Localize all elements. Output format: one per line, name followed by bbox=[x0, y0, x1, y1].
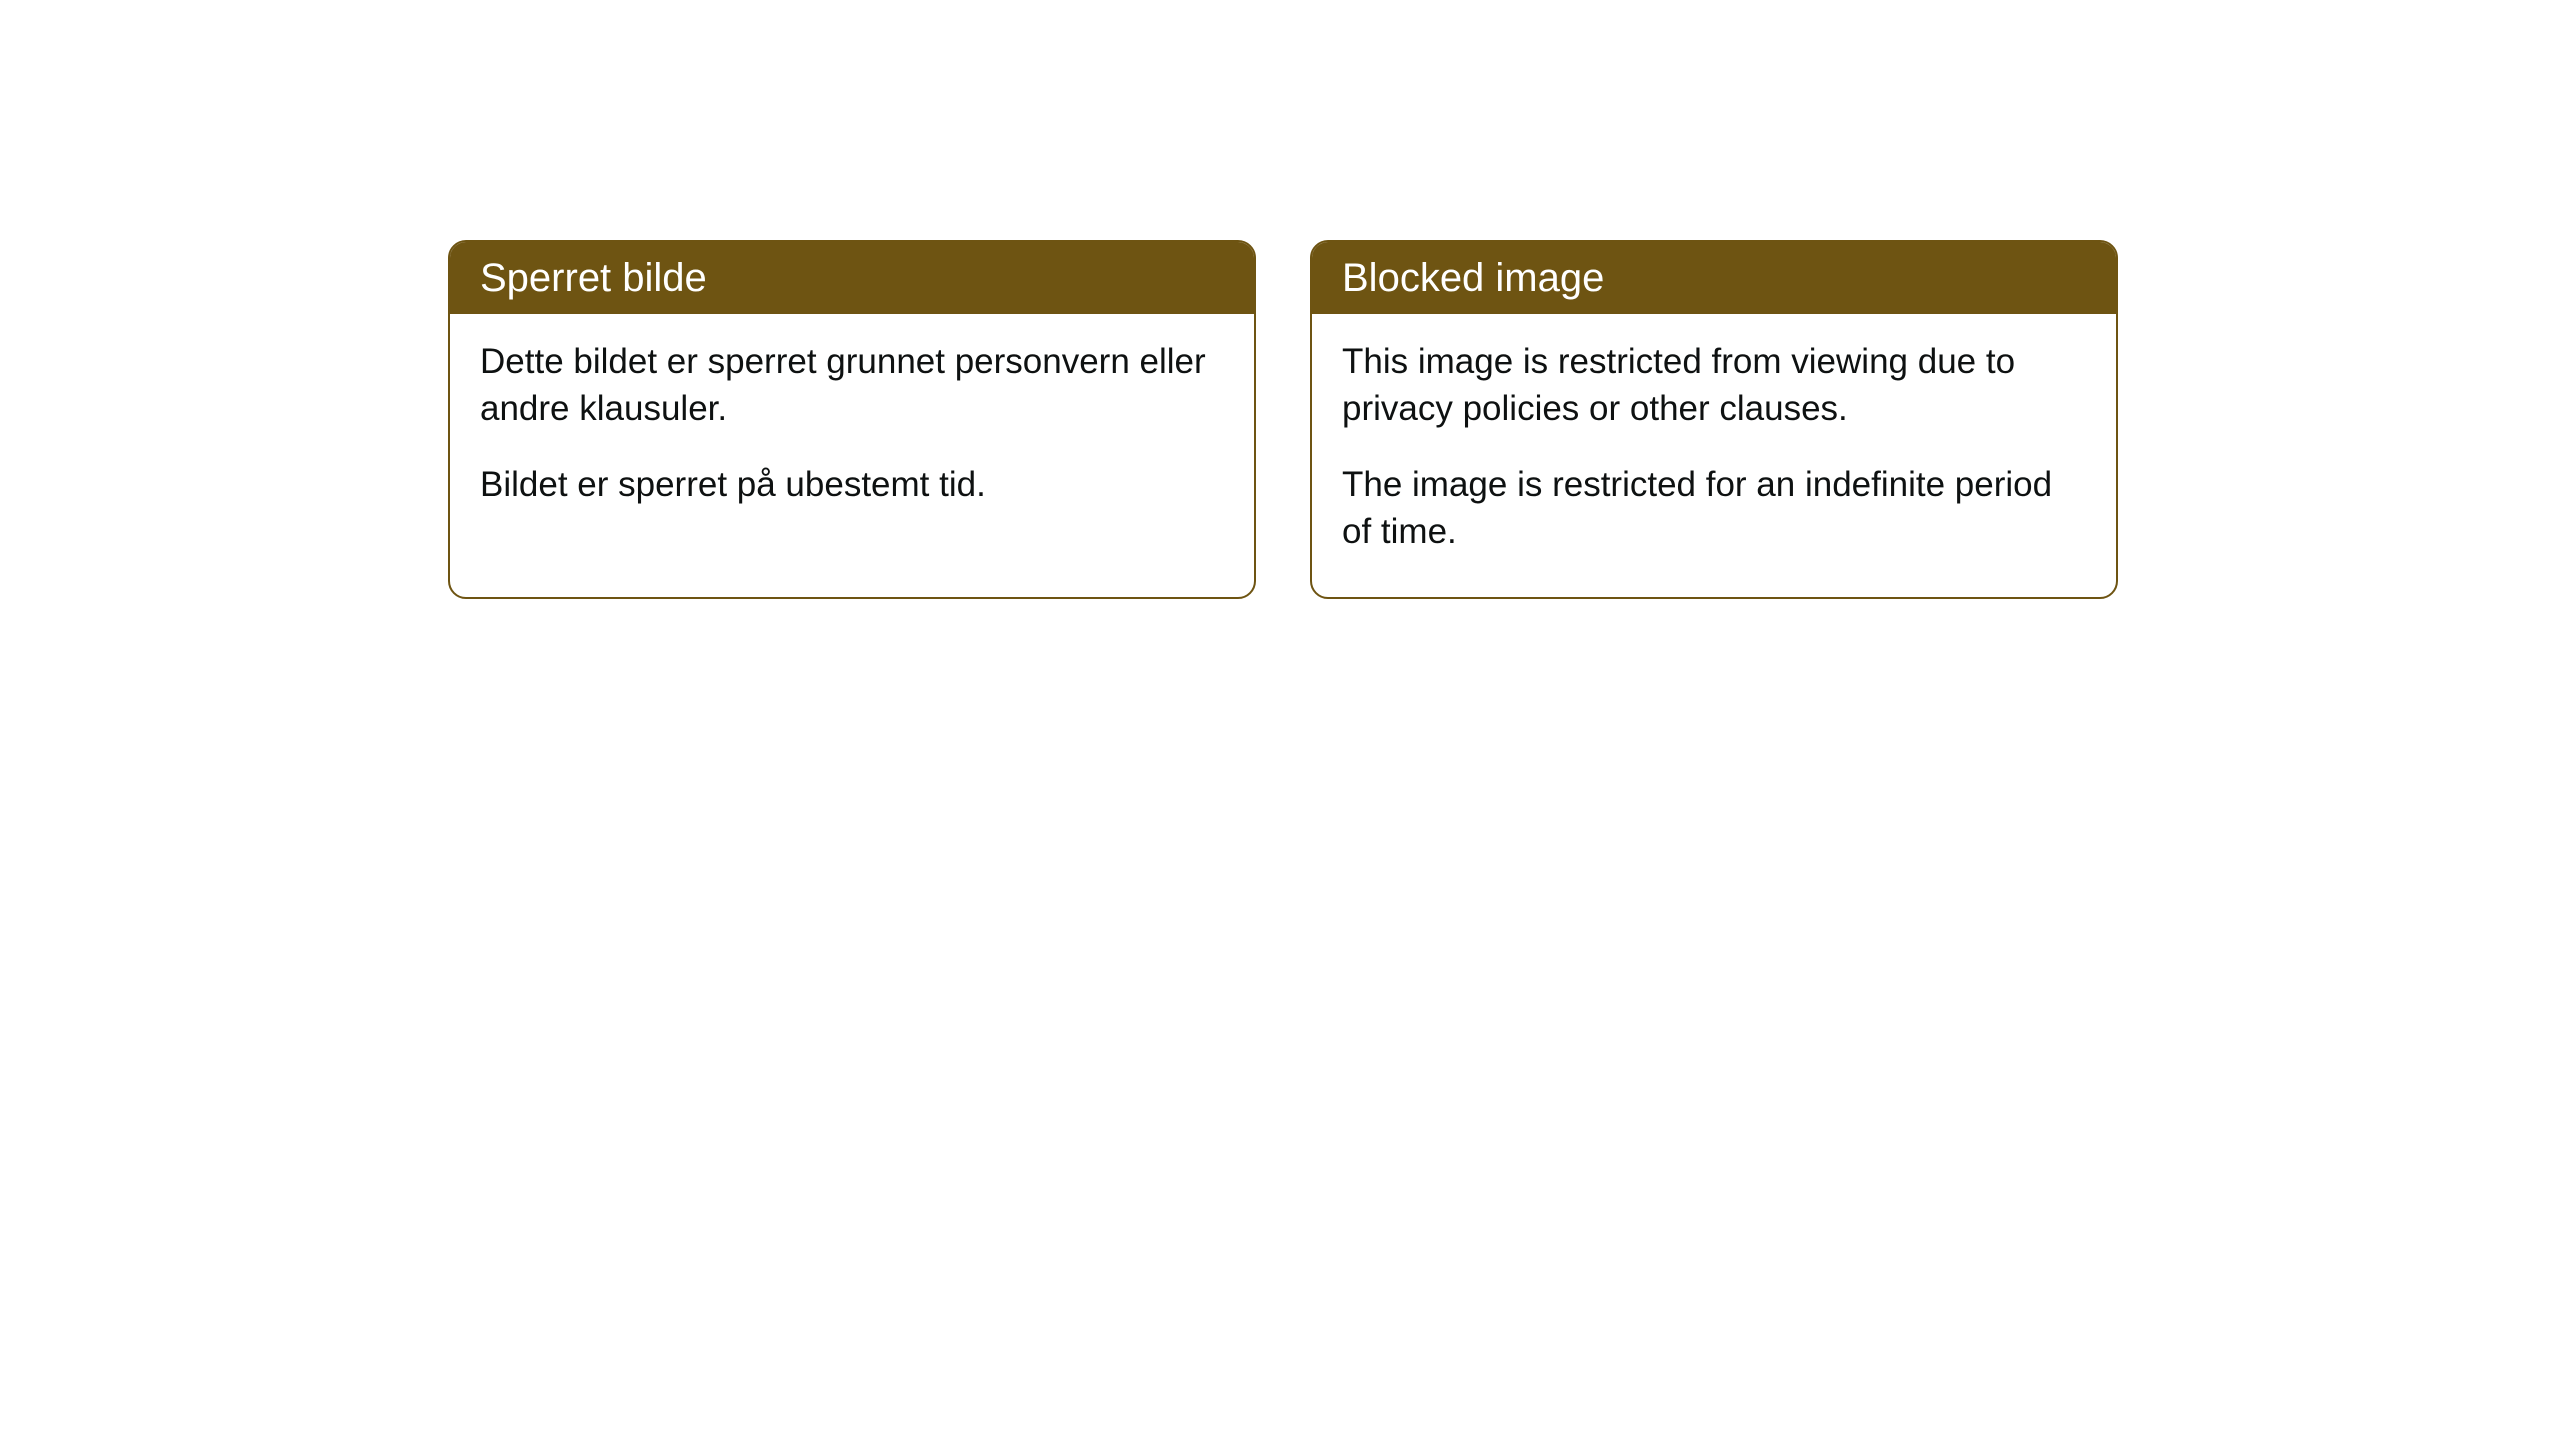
card-paragraph: Dette bildet er sperret grunnet personve… bbox=[480, 338, 1224, 433]
card-paragraph: This image is restricted from viewing du… bbox=[1342, 338, 2086, 433]
card-paragraph: Bildet er sperret på ubestemt tid. bbox=[480, 461, 1224, 508]
card-paragraph: The image is restricted for an indefinit… bbox=[1342, 461, 2086, 556]
card-body-english: This image is restricted from viewing du… bbox=[1312, 314, 2116, 597]
card-header-english: Blocked image bbox=[1312, 242, 2116, 314]
notice-card-english: Blocked image This image is restricted f… bbox=[1310, 240, 2118, 599]
notice-card-norwegian: Sperret bilde Dette bildet er sperret gr… bbox=[448, 240, 1256, 599]
notice-cards-container: Sperret bilde Dette bildet er sperret gr… bbox=[0, 0, 2560, 599]
card-header-norwegian: Sperret bilde bbox=[450, 242, 1254, 314]
card-body-norwegian: Dette bildet er sperret grunnet personve… bbox=[450, 314, 1254, 550]
